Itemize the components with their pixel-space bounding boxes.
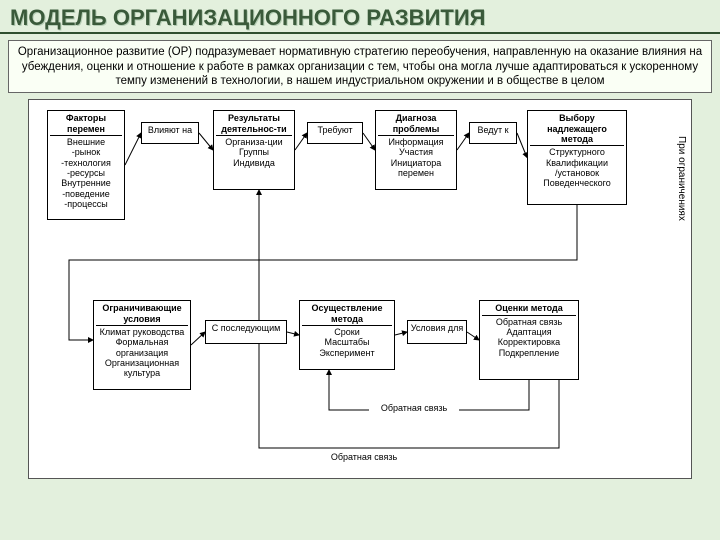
node-b1: Ограничивающие условияКлимат руководства… — [93, 300, 191, 390]
node-n7: Выбору надлежащего методаСтруктурногоКва… — [527, 110, 627, 205]
page-title: МОДЕЛЬ ОРГАНИЗАЦИОННОГО РАЗВИТИЯ — [0, 0, 720, 34]
diagram: Факторы переменВнешние-рынок-технология-… — [28, 99, 692, 479]
node-n1: Факторы переменВнешние-рынок-технология-… — [47, 110, 125, 220]
node-b5: Оценки методаОбратная связьАдаптацияКорр… — [479, 300, 579, 380]
side-label: При ограничениях — [676, 118, 687, 238]
node-n5: Диагноза проблемыИнформацияУчастияИнициа… — [375, 110, 457, 190]
intro-box: Организационное развитие (ОР) подразумев… — [8, 40, 712, 93]
feedback-inner-label: Обратная связь — [369, 403, 459, 413]
node-b4: Условия для — [407, 320, 467, 344]
node-n3: Результаты деятельнос-тиОрганиза-цииГруп… — [213, 110, 295, 190]
node-n6: Ведут к — [469, 122, 517, 144]
feedback-outer-label: Обратная связь — [319, 452, 409, 462]
node-n4: Требуют — [307, 122, 363, 144]
node-b2: С последующим — [205, 320, 287, 344]
node-b3: Осуществление методаСрокиМасштабыЭкспери… — [299, 300, 395, 370]
node-n2: Влияют на — [141, 122, 199, 144]
